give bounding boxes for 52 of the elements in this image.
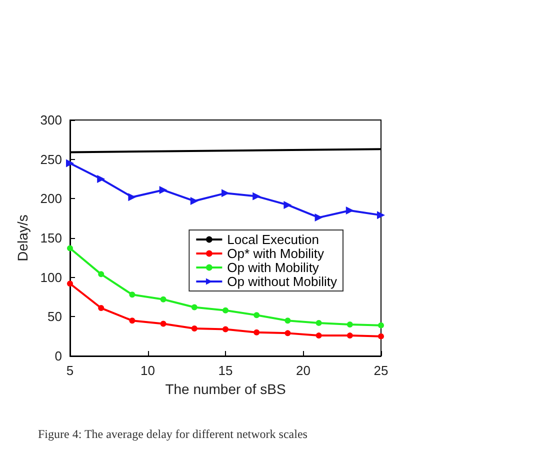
y-tick-label: 250 [40, 152, 62, 167]
y-tick-label: 0 [54, 348, 62, 364]
point [346, 206, 354, 214]
point [254, 329, 260, 336]
point [252, 192, 261, 200]
point [346, 332, 353, 339]
point [67, 280, 73, 287]
x-tick-label: 20 [296, 363, 310, 378]
y-tick-label: 200 [40, 191, 62, 206]
point [316, 332, 322, 339]
point [191, 304, 198, 310]
point [97, 175, 106, 183]
caption: Figure 4: The average delay for different network scales [38, 427, 308, 441]
x-tick-label: 10 [140, 363, 155, 378]
y-tick-label: 100 [40, 270, 62, 285]
legend-label: Local Execution [227, 232, 319, 247]
point [316, 320, 322, 326]
point [129, 292, 136, 298]
point [67, 245, 73, 252]
point [222, 307, 228, 314]
point [284, 330, 291, 336]
point [98, 305, 104, 312]
point [378, 322, 384, 328]
y-tick-label: 150 [40, 230, 62, 246]
point [159, 186, 168, 194]
point [346, 322, 353, 328]
point [191, 325, 198, 332]
point [160, 296, 166, 302]
x-tick-label: 15 [218, 363, 233, 378]
point [314, 214, 323, 222]
x-tick-label: 5 [66, 363, 74, 378]
x-axis-title: The number of sBS [165, 380, 286, 397]
legend-label: Op with Mobility [227, 260, 320, 275]
point [284, 318, 291, 324]
point [222, 189, 230, 198]
x-tick-label: 25 [374, 363, 388, 378]
point [129, 318, 136, 324]
point [98, 271, 104, 278]
point [66, 159, 74, 168]
legend-label: Op* with Mobility [227, 246, 324, 261]
point [254, 312, 260, 318]
y-tick-label: 300 [40, 112, 62, 128]
y-axis-title: Delay/s [14, 214, 30, 262]
point [377, 211, 385, 220]
point [222, 326, 228, 332]
point [284, 200, 292, 209]
y-tick-label: 50 [48, 309, 62, 324]
point [128, 193, 136, 202]
point [378, 333, 384, 340]
point [190, 197, 198, 206]
point [160, 320, 166, 327]
legend-label: Op without Mobility [227, 274, 338, 289]
